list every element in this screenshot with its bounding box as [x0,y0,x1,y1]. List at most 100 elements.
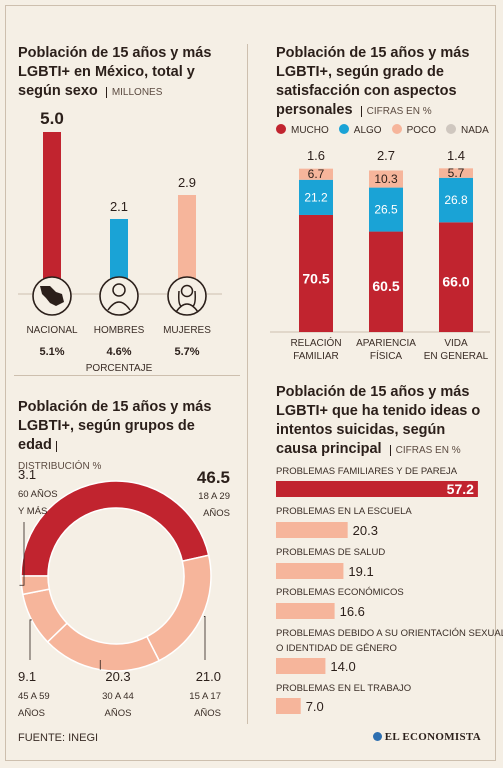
man-icon [99,276,139,316]
column-divider [247,44,248,724]
value-label-hombres: 2.1 [110,199,128,214]
slice-15-a-17-anos [145,554,212,662]
leader-45-a-59-anos [29,619,32,660]
slice-label-60-anos-y-mas-line1: 60 AÑOS [18,489,58,500]
section-divider [14,375,240,376]
satisfaccion-legend: MUCHO ALGO POCO NADA [276,124,489,136]
infographic-frame [5,5,496,761]
data-label-algo-apariencia-fisica: 26.5 [374,203,398,217]
edad-title-text: Población de 15 años y más LGBTI+, según… [18,399,212,453]
value-label-45-a-59-anos: 9.1 [18,669,36,684]
bar-poco-apariencia-fisica [369,170,403,188]
legend-item-nada: NADA [446,124,489,136]
brand-name: EL ECONOMISTA [384,731,481,743]
suicidio-chart: PROBLEMAS FAMILIARES Y DE PAREJA 57.2 PROB… [276,466,503,714]
mexico-map-icon [32,276,72,316]
category-label-problemas-familiares-y-de-pareja: PROBLEMAS FAMILIARES Y DE PAREJA [276,466,458,477]
woman-shoulders [175,303,199,313]
legend-label-mucho: MUCHO [291,125,329,136]
category-label-problemas-en-el-trabajo: PROBLEMAS EN EL TRABAJO [276,683,411,694]
mexico-map-shape [40,286,64,306]
value-label-problemas-debido-a-su-orientacion-sexual-o-identidad-de-genero: 14.0 [330,659,355,674]
legend-label-algo: ALGO [353,125,382,136]
slice-label-30-a-44-anos-line2: AÑOS [105,708,132,719]
data-label-algo-relacion-familiar: 21.2 [304,190,328,204]
percent-label-nacional: 5.1% [39,346,64,358]
category-label-relacion-familiar-line1: RELACIÓN [290,336,341,349]
bar-problemas-en-la-escuela [276,522,348,538]
bar-problemas-debido-a-su-orientacion-sexual-o-identidad-de-genero [276,658,326,674]
sexo-unit: MILLONES [105,87,163,98]
bar-problemas-en-el-trabajo [276,698,301,714]
legend-item-poco: POCO [391,124,436,136]
slice-label-30-a-44-anos-line1: 30 A 44 [102,691,134,702]
satisfaccion-unit: CIFRAS EN % [360,106,432,117]
category-label-hombres: HOMBRES [94,325,145,336]
bar-mucho-relacion-familiar [299,214,333,332]
satisfaccion-title-text: Población de 15 años y más LGBTI+, según… [276,45,470,118]
value-label-15-a-17-anos: 21.0 [196,669,221,684]
edad-chart: 46.5 18 A 29 AÑOS 21.0 15 A 17 AÑOS 20.3 30 A 4… [18,467,230,719]
percent-axis-label: PORCENTAJE [86,363,153,374]
value-label-nacional: 5.0 [40,109,64,128]
data-label-nada-relacion-familiar: 1.6 [307,148,325,163]
slice-label-18-a-29-anos-line2: AÑOS [203,508,230,519]
data-label-mucho-relacion-familiar: 70.5 [302,270,329,286]
category-label-problemas-debido-a-su-orientacion-sexual-o-identidad-de-genero-line2: O IDENTIDAD DE GÉNERO [276,643,397,654]
bar-problemas-familiares-y-de-pareja [276,481,478,497]
bar-mucho-apariencia-fisica [369,231,403,332]
data-label-poco-vida-en-general: 5.7 [448,166,465,180]
man-shoulders [107,301,131,311]
value-label-problemas-economicos: 16.6 [340,604,365,619]
data-label-poco-apariencia-fisica: 10.3 [374,172,398,186]
satisfaccion-chart: 70.5 21.2 6.7 1.6 RELACIÓN FAMILIAR 60.5 26.5 10… [270,148,490,362]
edad-unit: DISTRIBUCIÓN % [18,461,102,472]
slice-18-a-29-anos [20,480,210,577]
legend-swatch-nada [446,124,457,134]
legend-swatch-poco [391,124,402,134]
value-label-30-a-44-anos: 20.3 [105,669,130,684]
category-label-problemas-debido-a-su-orientacion-sexual-o-identidad-de-genero-line1: PROBLEMAS DEBIDO A SU ORIENTACIÓN SEXUAL [276,628,503,639]
satisfaccion-chart-title: Población de 15 años y más LGBTI+, según… [276,44,476,121]
legend-swatch-mucho [276,124,286,134]
suicidio-chart-title: Población de 15 años y más LGBTI+ que ha… [276,383,481,460]
value-label-problemas-familiares-y-de-pareja: 57.2 [447,481,474,497]
category-label-problemas-de-salud: PROBLEMAS DE SALUD [276,547,385,558]
category-label-vida-en-general-line2: EN GENERAL [424,351,489,362]
category-label-relacion-familiar-line2: FAMILIAR [293,351,339,362]
legend-item-mucho: MUCHO [276,124,329,136]
value-label-mujeres: 2.9 [178,175,196,190]
category-label-problemas-economicos: PROBLEMAS ECONÓMICOS [276,587,404,598]
suicidio-title-text: Población de 15 años y más LGBTI+ que ha… [276,384,481,457]
bar-poco-relacion-familiar [299,168,333,180]
data-label-nada-apariencia-fisica: 2.7 [377,148,395,163]
sexo-chart-title: Población de 15 años y más LGBTI+ en Méx… [18,44,240,102]
bar-hombres [110,219,128,282]
category-label-mujeres: MUJERES [163,325,211,336]
value-label-problemas-en-la-escuela: 20.3 [353,523,378,538]
data-label-mucho-apariencia-fisica: 60.5 [372,278,399,294]
bar-algo-relacion-familiar [299,179,333,215]
legend-swatch-algo [338,124,349,134]
slice-label-45-a-59-anos-line2: AÑOS [18,708,45,719]
slice-30-a-44-anos [46,622,161,672]
category-label-apariencia-fisica-line1: APARIENCIA [356,338,416,349]
data-label-algo-vida-en-general: 26.8 [444,193,468,207]
slice-label-15-a-17-anos-line1: 15 A 17 [189,691,221,702]
brand-logo: EL ECONOMISTA [372,731,481,743]
bar-problemas-de-salud [276,563,344,579]
bar-problemas-economicos [276,603,335,619]
leader-60-anos-y-mas [19,522,25,586]
category-label-vida-en-general-line1: VIDA [444,338,468,349]
bar-mujeres [178,195,196,282]
bar-poco-vida-en-general [439,168,473,178]
data-label-poco-relacion-familiar: 6.7 [308,167,325,181]
slice-label-15-a-17-anos-line2: AÑOS [194,708,221,719]
category-label-apariencia-fisica-line2: FÍSICA [370,349,403,362]
woman-hair [178,290,196,307]
brand-icon [372,732,382,741]
value-label-18-a-29-anos: 46.5 [197,468,230,487]
source-note: FUENTE: INEGI [18,732,99,744]
suicidio-unit: CIFRAS EN % [389,445,461,456]
